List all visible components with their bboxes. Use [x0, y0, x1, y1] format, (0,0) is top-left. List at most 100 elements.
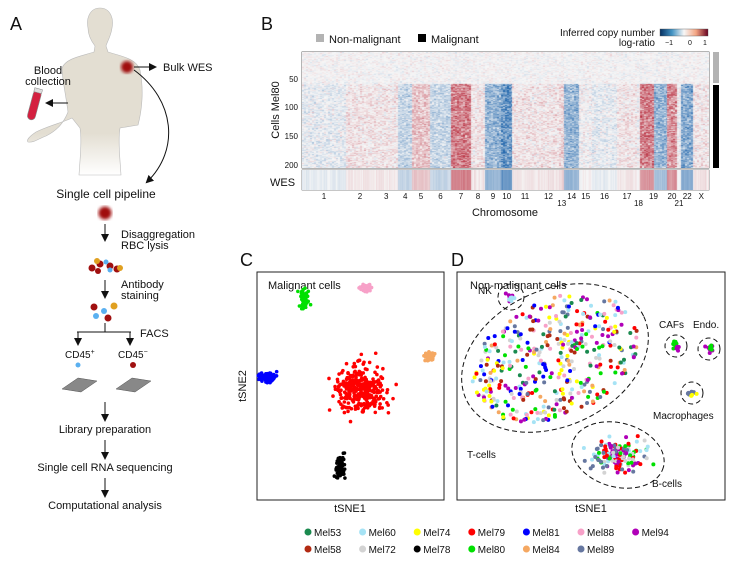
point-mel79	[371, 381, 375, 385]
chromosome-label: 18	[634, 199, 643, 208]
point	[589, 334, 594, 339]
point	[575, 309, 580, 314]
chromosome-label: 16	[600, 192, 609, 201]
point-mel79	[386, 410, 391, 415]
point	[583, 342, 588, 347]
point	[623, 444, 628, 449]
point	[599, 459, 604, 464]
point-mel79	[346, 401, 351, 405]
point	[629, 460, 634, 465]
tcell-label: T-cells	[467, 450, 496, 461]
point-mel79	[354, 389, 358, 393]
point	[574, 322, 579, 327]
point-mel81	[274, 373, 279, 378]
point	[561, 406, 566, 411]
point-mel94	[707, 350, 712, 355]
point	[561, 342, 566, 347]
point	[623, 459, 628, 464]
legend-item-mel74: Mel74	[413, 528, 451, 539]
point	[632, 325, 637, 330]
legend-item-mel72: Mel72	[359, 545, 396, 556]
point	[538, 411, 543, 416]
point	[481, 395, 486, 400]
point	[626, 441, 631, 446]
chromosome-label: 20	[668, 192, 677, 201]
point	[634, 335, 639, 340]
point	[574, 379, 579, 384]
facs-label: FACS	[140, 328, 169, 340]
point	[611, 450, 616, 455]
point-mel79	[362, 387, 367, 392]
colorbar-tick: 1	[703, 40, 707, 47]
legend-label: Mel88	[587, 528, 615, 539]
point	[621, 454, 626, 459]
y-tick: 50	[289, 75, 298, 84]
point	[489, 399, 494, 404]
point-mel81	[262, 374, 266, 379]
point-mel78	[338, 468, 342, 473]
point-mel79	[338, 382, 342, 387]
y-tick: 200	[285, 161, 299, 170]
point	[501, 334, 506, 339]
point	[585, 400, 590, 405]
point-mel79	[374, 394, 379, 399]
point	[518, 336, 523, 341]
point	[638, 449, 643, 454]
point	[603, 319, 608, 324]
point	[544, 339, 549, 344]
point	[531, 374, 536, 379]
point	[608, 364, 613, 369]
nonmalignant-bar	[713, 52, 719, 83]
colorbar-title: Inferred copy number	[560, 28, 656, 39]
point	[509, 339, 514, 344]
point	[604, 463, 609, 468]
point	[569, 301, 574, 306]
point-mel79	[357, 381, 362, 386]
macrophage-outline	[680, 381, 704, 405]
point	[520, 312, 525, 317]
point	[593, 324, 598, 329]
point-mel88	[363, 289, 367, 294]
point-mel79	[368, 384, 373, 388]
panel-c-title: Malignant cells	[268, 280, 341, 292]
point	[489, 343, 494, 348]
point	[535, 417, 540, 422]
point-mel79	[333, 387, 338, 392]
point-mel89	[685, 391, 690, 396]
point-mel80	[301, 290, 305, 295]
point	[568, 331, 573, 336]
point	[508, 412, 513, 417]
point	[484, 389, 489, 394]
pipeline-title: Single cell pipeline	[56, 187, 156, 201]
point-mel79	[362, 406, 367, 410]
point-mel84	[431, 352, 435, 357]
point-mel79	[365, 406, 370, 410]
point	[474, 371, 479, 376]
point-mel79	[373, 351, 378, 356]
point-mel84	[427, 349, 431, 354]
point	[543, 323, 548, 328]
point	[588, 363, 593, 368]
point	[597, 353, 602, 358]
point-mel79	[344, 391, 348, 396]
point	[614, 464, 619, 469]
point	[598, 362, 603, 367]
legend-item-mel94: Mel94	[632, 528, 669, 539]
colorbar	[659, 28, 709, 37]
point	[631, 355, 636, 360]
point	[518, 386, 523, 391]
macrophage-label: Macrophages	[653, 411, 714, 422]
point	[587, 389, 592, 394]
point	[500, 329, 505, 334]
point	[588, 315, 593, 320]
point-mel79	[385, 390, 389, 395]
point	[487, 349, 492, 354]
point	[604, 315, 609, 320]
point	[621, 357, 626, 362]
point	[594, 355, 599, 360]
point	[519, 347, 524, 352]
point	[523, 364, 528, 369]
point	[558, 329, 563, 334]
legend-swatch	[577, 545, 585, 553]
chromosome-label: 6	[438, 192, 443, 201]
